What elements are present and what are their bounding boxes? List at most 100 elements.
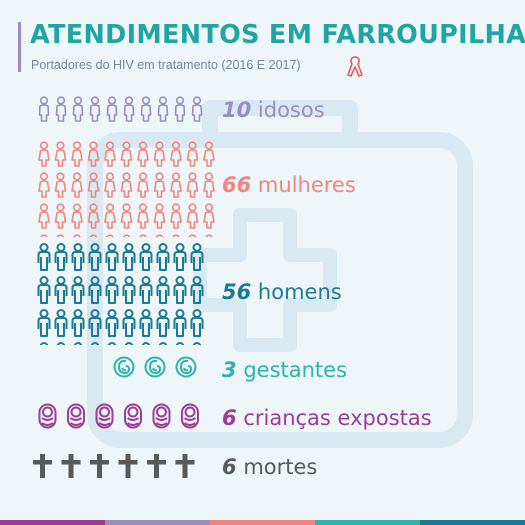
woman-icon	[87, 141, 100, 167]
elderly-person-icon	[174, 96, 186, 122]
woman-icon	[186, 203, 199, 229]
group-count: 6	[222, 455, 237, 479]
group-name: crianças expostas	[243, 406, 432, 430]
woman-icon	[71, 141, 83, 167]
group-label-mortes: 6 mortes	[222, 455, 317, 479]
woman-icon	[38, 203, 50, 229]
man-icon	[88, 243, 102, 271]
man-icon	[192, 342, 202, 345]
elderly-icon-group	[38, 96, 203, 122]
woman-icon	[137, 203, 149, 229]
awareness-ribbon-icon	[347, 56, 363, 77]
man-icon	[139, 276, 153, 304]
woman-icon	[104, 203, 116, 229]
woman-icon	[137, 141, 149, 167]
elderly-person-icon	[38, 96, 50, 122]
page-subtitle: Portadores do HIV em tratamento (2016 E …	[31, 58, 301, 72]
man-icon	[122, 309, 136, 337]
footer-stripe-segment	[210, 520, 316, 525]
man-icon	[173, 309, 187, 337]
woman-icon	[137, 172, 149, 198]
man-icon	[56, 342, 66, 345]
man-icon	[105, 276, 119, 304]
woman-icon	[38, 141, 50, 167]
woman-icon	[104, 141, 116, 167]
man-icon	[173, 276, 187, 304]
group-name: gestantes	[243, 358, 348, 382]
woman-icon	[122, 234, 131, 237]
man-icon	[156, 276, 170, 304]
woman-icon	[54, 141, 67, 167]
man-icon	[73, 342, 83, 345]
fetus-icon-group	[113, 356, 197, 378]
group-count: 56	[222, 280, 252, 304]
man-icon	[190, 243, 204, 271]
man-icon	[71, 276, 85, 304]
baby-icon	[38, 403, 57, 429]
man-icon	[37, 309, 51, 337]
baby-icon	[95, 403, 114, 429]
man-icon	[71, 243, 85, 271]
man-icons	[37, 243, 204, 345]
woman-icons	[38, 141, 215, 237]
man-icon	[122, 243, 136, 271]
man-icon	[88, 276, 102, 304]
fetus-icons	[113, 356, 197, 378]
woman-icon	[87, 172, 100, 198]
cross-icon-group	[33, 454, 195, 478]
man-icon	[190, 309, 204, 337]
group-count: 6	[222, 406, 237, 430]
elderly-person-icon	[191, 96, 203, 122]
group-count: 3	[222, 358, 237, 382]
woman-icon	[186, 141, 199, 167]
man-icon	[122, 276, 136, 304]
woman-icon	[54, 172, 67, 198]
woman-icon	[205, 234, 213, 237]
title-accent-bar	[18, 22, 21, 72]
group-count: 10	[222, 98, 252, 122]
man-icon-group	[37, 243, 204, 345]
elderly-person-icon	[55, 96, 67, 122]
woman-icon	[203, 141, 215, 167]
elderly-person-icon	[140, 96, 152, 122]
man-icon	[105, 309, 119, 337]
group-name: homens	[257, 280, 342, 304]
group-row-criancas: 6 crianças expostas	[0, 397, 525, 439]
cross-icon	[61, 454, 81, 478]
cross-icon	[118, 454, 138, 478]
woman-icon	[104, 172, 116, 198]
man-icon	[158, 342, 168, 345]
cross-icon	[90, 454, 109, 478]
woman-icon-group	[38, 141, 215, 237]
woman-icon	[172, 234, 180, 237]
woman-icon	[155, 234, 164, 237]
cross-icons	[33, 454, 195, 478]
elderly-person-icon	[157, 96, 169, 122]
woman-icon	[139, 234, 147, 237]
baby-icon	[152, 403, 171, 429]
group-label-homens: 56 homens	[222, 280, 342, 304]
woman-icon	[40, 234, 48, 237]
man-icon	[124, 342, 134, 345]
man-icon	[156, 243, 170, 271]
woman-icon	[71, 172, 83, 198]
footer-stripe-segment	[105, 520, 211, 525]
cross-icon	[33, 454, 52, 478]
woman-icon	[71, 203, 83, 229]
fetus-icon	[144, 356, 166, 378]
woman-icon	[38, 172, 50, 198]
woman-icon	[54, 203, 67, 229]
woman-icon	[203, 172, 215, 198]
man-icon	[37, 243, 51, 271]
group-label-idosos: 10 idosos	[222, 98, 325, 122]
man-icon	[88, 309, 102, 337]
elderly-person-icons	[38, 96, 203, 122]
group-label-mulheres: 66 mulheres	[222, 173, 356, 197]
elderly-person-icon	[89, 96, 101, 122]
woman-icon	[186, 172, 199, 198]
woman-icon	[203, 203, 215, 229]
baby-icon	[181, 403, 199, 429]
elderly-person-icon	[123, 96, 135, 122]
man-icon	[141, 342, 151, 345]
